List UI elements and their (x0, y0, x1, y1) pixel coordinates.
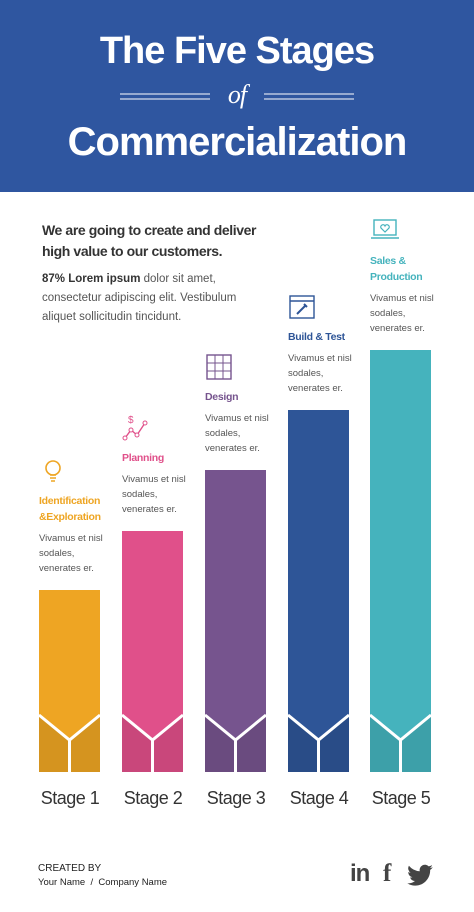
stage-description: Vivamus et nisl sodales, venerates er. (205, 413, 269, 454)
stage-bar (370, 350, 431, 772)
social-facebook[interactable]: f (383, 860, 392, 887)
stage-description: Vivamus et nisl sodales, venerates er. (288, 353, 352, 394)
intro-lead: 87% Lorem ipsum (42, 273, 141, 285)
stage-label: Stage 4 (289, 788, 349, 808)
icon: $ (122, 415, 148, 441)
separator: / (90, 877, 94, 888)
svg-text:$: $ (128, 415, 134, 426)
intro-body: 87% Lorem ipsum dolor sit amet, consecte… (42, 270, 242, 327)
stage-text: Design Vivamus et nisl sodales, venerates… (205, 353, 281, 456)
intro-heading: We are going to create and deliver high … (42, 222, 257, 259)
header: The Five Stages of Commercialization (0, 0, 474, 192)
stage-icon (370, 217, 400, 245)
intro-text: dolor sit amet, consectetur adipiscing e… (42, 273, 237, 323)
stage-label: Stage 3 (206, 788, 266, 808)
stage-text: $ Planning Vivamus et nisl sodales, venera… (122, 414, 198, 517)
stage-description: Vivamus et nisl sodales, venerates er. (122, 474, 186, 515)
stage-name: Design (205, 391, 239, 403)
stage-icon: $ (122, 414, 152, 442)
stage-text: Sales & Production Vivamus et nisl sodale… (370, 217, 446, 336)
stage-text: Build & Test Vivamus et nisl sodales, ven… (288, 293, 364, 396)
stage-bar (122, 531, 183, 772)
stage-name: Identification &Exploration (39, 495, 101, 523)
author-name: Your Name (38, 877, 86, 888)
icon (289, 295, 315, 319)
stage-label: Stage 1 (40, 788, 100, 808)
stage-description: Vivamus et nisl sodales, venerates er. (370, 293, 434, 334)
stage-label: Stage 5 (371, 788, 431, 808)
icon (206, 354, 232, 380)
stage-icon (39, 457, 69, 485)
social-linkedin[interactable]: in (350, 860, 370, 887)
stage-description: Vivamus et nisl sodales, venerates er. (39, 533, 103, 574)
stage-icon (205, 353, 235, 381)
social-twitter[interactable] (406, 864, 434, 888)
icon (45, 460, 61, 482)
stage-label: Stage 2 (123, 788, 183, 808)
stage-text: Identification &Exploration Vivamus et ni… (39, 457, 115, 576)
credits: Your Name / Company Name (38, 877, 167, 888)
title-divider (120, 93, 354, 100)
icon (371, 219, 399, 239)
stage-name: Planning (122, 452, 164, 464)
stage-name: Sales & Production (370, 255, 423, 283)
stage-bar (288, 410, 349, 772)
stage-name: Build & Test (288, 331, 345, 343)
title-top: The Five Stages (99, 30, 375, 72)
title-bottom: Commercialization (67, 120, 408, 164)
company-name: Company Name (98, 877, 168, 888)
stage-icon (288, 293, 318, 321)
title-connector: of (227, 80, 247, 109)
created-by: CREATED BY (38, 863, 102, 874)
